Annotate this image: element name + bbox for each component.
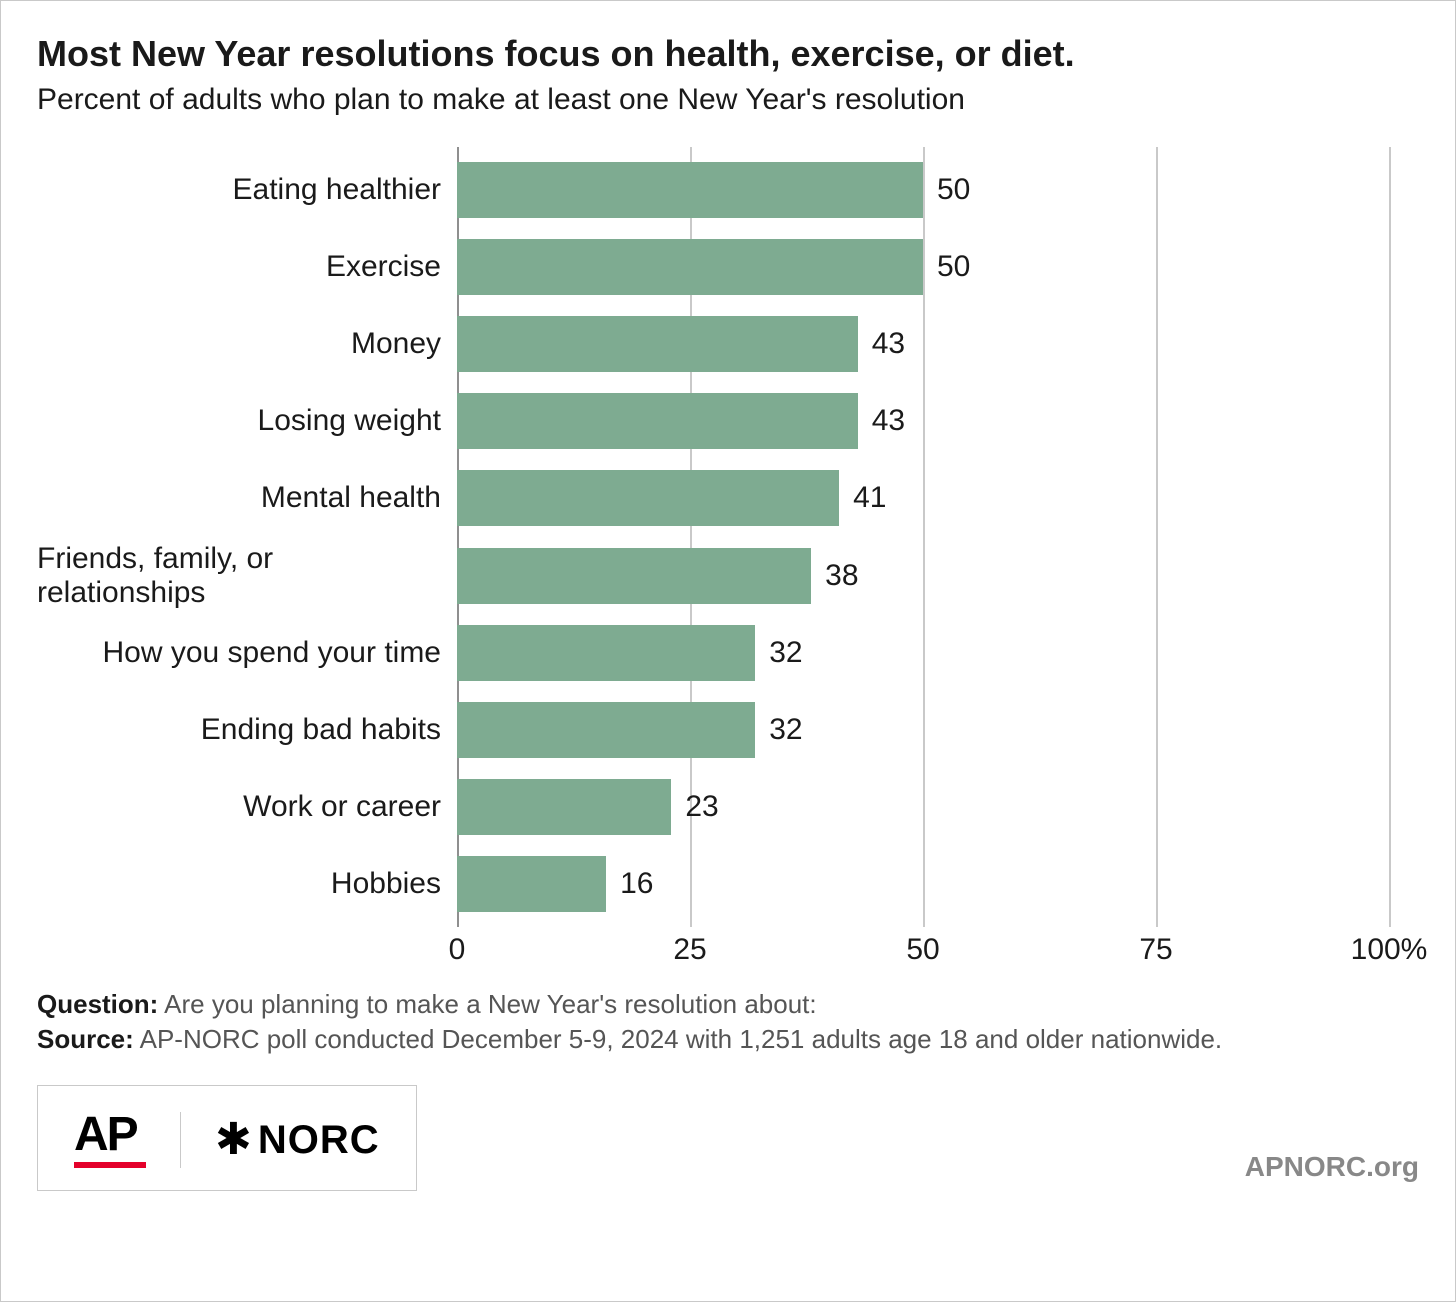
norc-logo: ✱ NORC: [215, 1118, 380, 1163]
category-labels: Eating healthier Exercise Money Losing weig…: [37, 161, 447, 913]
category-label: Losing weight: [37, 392, 447, 450]
ap-logo-text: AP: [74, 1113, 137, 1156]
bar-row: 16: [457, 855, 1389, 913]
ap-logo-underline: [74, 1162, 146, 1168]
ap-logo: AP: [74, 1113, 146, 1168]
category-label: How you spend your time: [37, 624, 447, 682]
footnote-question-label: Question:: [37, 989, 158, 1019]
bar: [457, 393, 858, 449]
bar: [457, 625, 755, 681]
footnote-source: AP-NORC poll conducted December 5-9, 202…: [134, 1024, 1222, 1054]
bar-row: 38: [457, 547, 1389, 605]
bar: [457, 702, 755, 758]
chart-wrap: Eating healthier Exercise Money Losing weig…: [37, 147, 1419, 1275]
footnote-question: Are you planning to make a New Year's re…: [158, 989, 816, 1019]
footnote-source-line: Source: AP-NORC poll conducted December …: [37, 1022, 1419, 1057]
bar: [457, 548, 811, 604]
bar-value-label: 32: [769, 636, 802, 670]
bar-row: 41: [457, 469, 1389, 527]
bar-chart: Eating healthier Exercise Money Losing weig…: [37, 147, 1419, 967]
chart-subtitle: Percent of adults who plan to make at le…: [37, 80, 1419, 119]
x-tick-label: 75: [1139, 933, 1172, 967]
bar-row: 43: [457, 315, 1389, 373]
bar-row: 32: [457, 624, 1389, 682]
x-tick-label: 100%: [1351, 933, 1428, 967]
bar-value-label: 50: [937, 250, 970, 284]
x-tick-label: 50: [906, 933, 939, 967]
x-tick-label: 25: [673, 933, 706, 967]
chart-card: Most New Year resolutions focus on healt…: [0, 0, 1456, 1302]
footnotes: Question: Are you planning to make a New…: [37, 987, 1419, 1057]
bar: [457, 470, 839, 526]
bar: [457, 856, 606, 912]
category-label: Money: [37, 315, 447, 373]
logo-separator: [180, 1112, 181, 1168]
bar-value-label: 32: [769, 713, 802, 747]
x-tick-label: 0: [449, 933, 466, 967]
category-label: Ending bad habits: [37, 701, 447, 759]
bar-value-label: 23: [685, 790, 718, 824]
bar-row: 43: [457, 392, 1389, 450]
footer: AP ✱ NORC APNORC.org: [37, 1085, 1419, 1191]
chart-title: Most New Year resolutions focus on healt…: [37, 31, 1419, 76]
bar: [457, 162, 923, 218]
bar: [457, 779, 671, 835]
category-label: Exercise: [37, 238, 447, 296]
bar: [457, 239, 923, 295]
bar-row: 50: [457, 161, 1389, 219]
footnote-source-label: Source:: [37, 1024, 134, 1054]
gridline: [1389, 147, 1391, 927]
bar-value-label: 38: [825, 559, 858, 593]
bar-value-label: 16: [620, 867, 653, 901]
footnote-question-line: Question: Are you planning to make a New…: [37, 987, 1419, 1022]
category-label: Friends, family, or relationships: [37, 547, 447, 605]
bar-value-label: 43: [872, 327, 905, 361]
bar-value-label: 41: [853, 481, 886, 515]
bar-value-label: 50: [937, 173, 970, 207]
site-link: APNORC.org: [1245, 1151, 1419, 1191]
logo-box: AP ✱ NORC: [37, 1085, 417, 1191]
bars-container: 50 50 43 43 41 38 32 32 23 16: [457, 161, 1389, 913]
plot-area: 50 50 43 43 41 38 32 32 23 16: [457, 147, 1389, 927]
category-label: Work or career: [37, 778, 447, 836]
bar-row: 23: [457, 778, 1389, 836]
x-axis: 0255075100%: [457, 927, 1389, 967]
asterisk-icon: ✱: [215, 1118, 252, 1162]
norc-logo-text: NORC: [258, 1118, 380, 1163]
category-label: Hobbies: [37, 855, 447, 913]
category-label: Eating healthier: [37, 161, 447, 219]
bar-value-label: 43: [872, 404, 905, 438]
bar-row: 32: [457, 701, 1389, 759]
category-label: Mental health: [37, 469, 447, 527]
bar: [457, 316, 858, 372]
bar-row: 50: [457, 238, 1389, 296]
